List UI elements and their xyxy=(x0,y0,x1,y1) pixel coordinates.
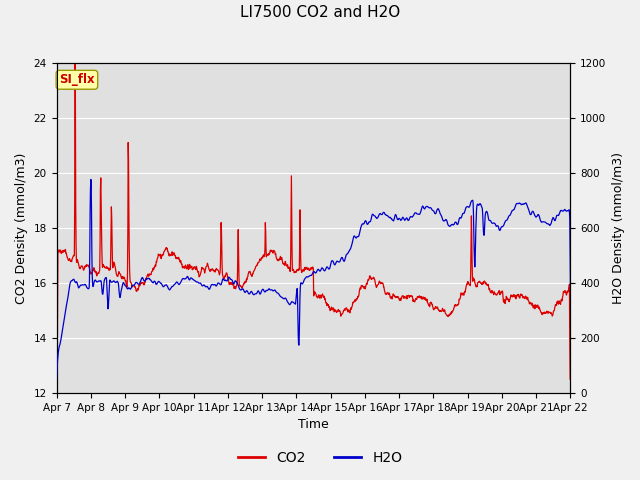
Text: LI7500 CO2 and H2O: LI7500 CO2 and H2O xyxy=(240,5,400,20)
Legend: CO2, H2O: CO2, H2O xyxy=(232,445,408,471)
X-axis label: Time: Time xyxy=(298,419,329,432)
Text: SI_flx: SI_flx xyxy=(59,73,95,86)
Y-axis label: CO2 Density (mmol/m3): CO2 Density (mmol/m3) xyxy=(15,153,28,304)
Y-axis label: H2O Density (mmol/m3): H2O Density (mmol/m3) xyxy=(612,152,625,304)
